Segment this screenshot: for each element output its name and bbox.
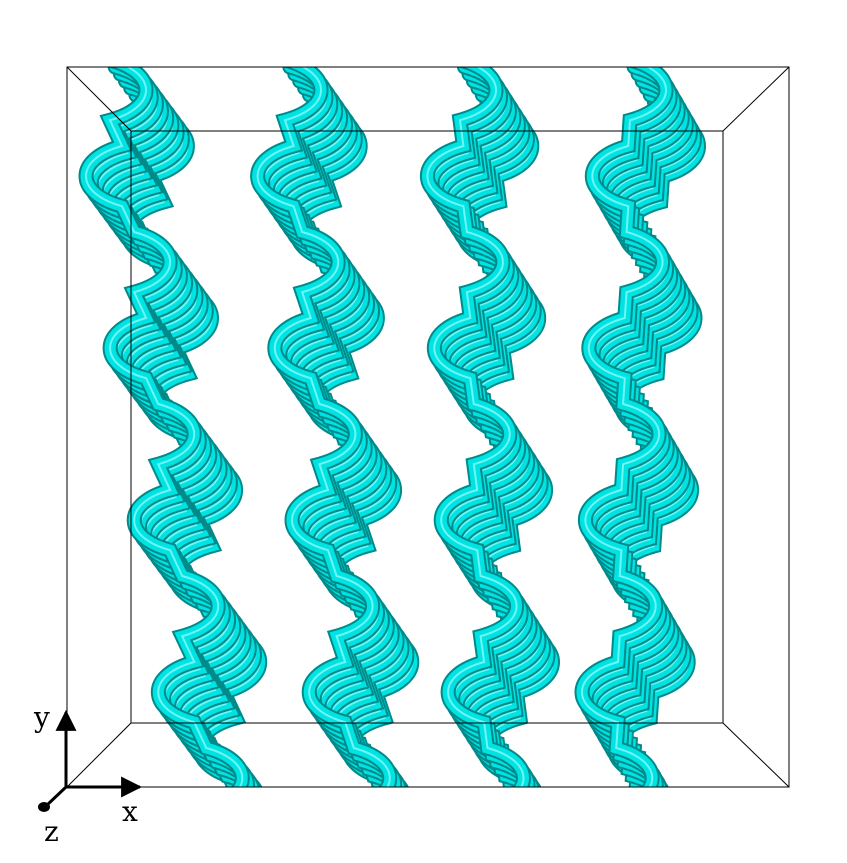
box-edge-bottom-right [722, 722, 790, 788]
x-axis-label: x [122, 795, 138, 828]
box-edge-top-left [66, 66, 132, 132]
surface-ribbon-highlight [581, 67, 667, 787]
z-axis-arrow [44, 785, 68, 808]
surface-ribbon-highlight [256, 67, 391, 787]
surface-ribbon-highlight [426, 67, 525, 787]
box-edge-top-right [722, 66, 790, 132]
gyroid-isosurface [78, 67, 706, 787]
box-front-face [66, 66, 790, 788]
z-axis-label: z [44, 815, 59, 848]
bounding-box [66, 66, 790, 788]
z-axis-tip [38, 802, 50, 812]
y-axis-label: y [34, 701, 50, 734]
box-edge-bottom-left [66, 722, 132, 788]
surface-ribbon-highlight [85, 67, 244, 787]
axis-triad [38, 709, 143, 812]
box-back-face [130, 130, 724, 724]
